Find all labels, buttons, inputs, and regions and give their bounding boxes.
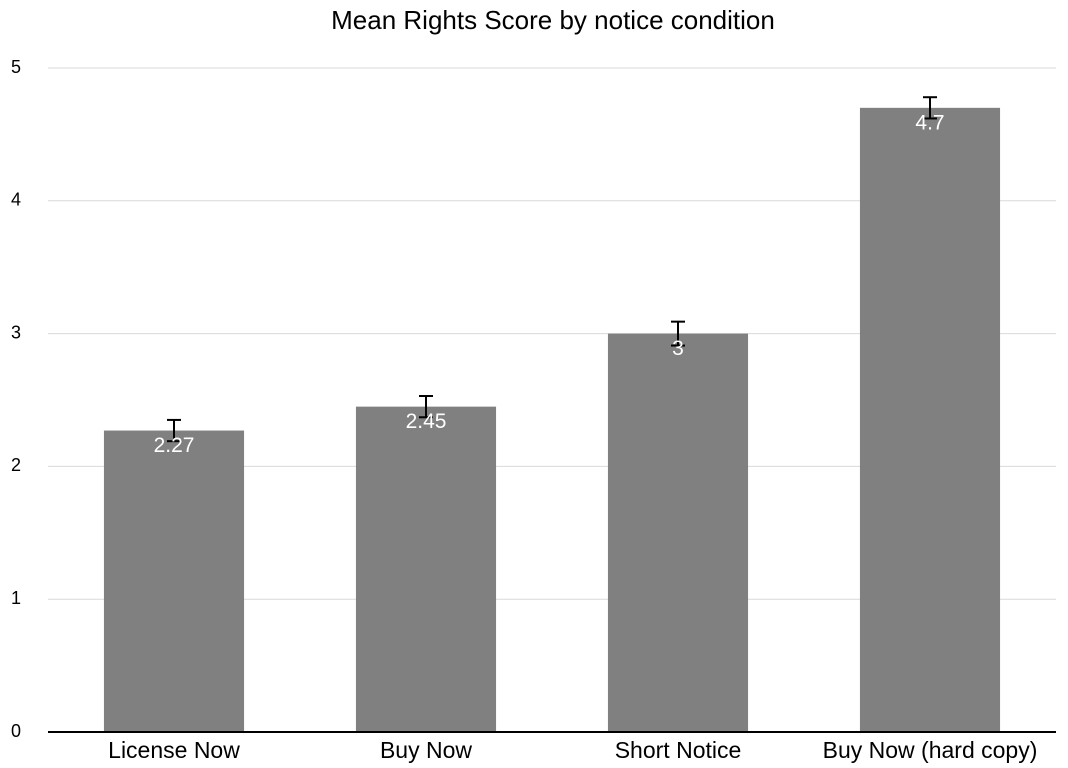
x-tick-label: Buy Now (380, 737, 472, 763)
y-tick-label: 0 (11, 721, 21, 741)
bar (607, 333, 749, 732)
y-tick-label: 5 (11, 57, 21, 77)
x-tick-label: License Now (108, 737, 240, 763)
data-label: 2.27 (154, 434, 195, 457)
bar (859, 107, 1001, 733)
y-tick-label: 4 (11, 190, 21, 210)
bar (103, 430, 245, 732)
chart-title: Mean Rights Score by notice condition (331, 5, 775, 35)
x-tick-label: Short Notice (615, 737, 742, 763)
bar (355, 406, 497, 732)
y-tick-label: 3 (11, 322, 21, 342)
error-bar (671, 320, 685, 347)
y-tick-label: 2 (11, 455, 21, 475)
error-bar (419, 395, 433, 419)
data-label: 3 (672, 337, 684, 360)
x-tick-label: Buy Now (hard copy) (823, 737, 1038, 763)
y-tick-label: 1 (11, 588, 21, 608)
error-bar (167, 418, 181, 443)
data-label: 2.45 (406, 410, 447, 433)
data-label: 4.7 (915, 111, 944, 134)
error-bar (923, 96, 937, 120)
